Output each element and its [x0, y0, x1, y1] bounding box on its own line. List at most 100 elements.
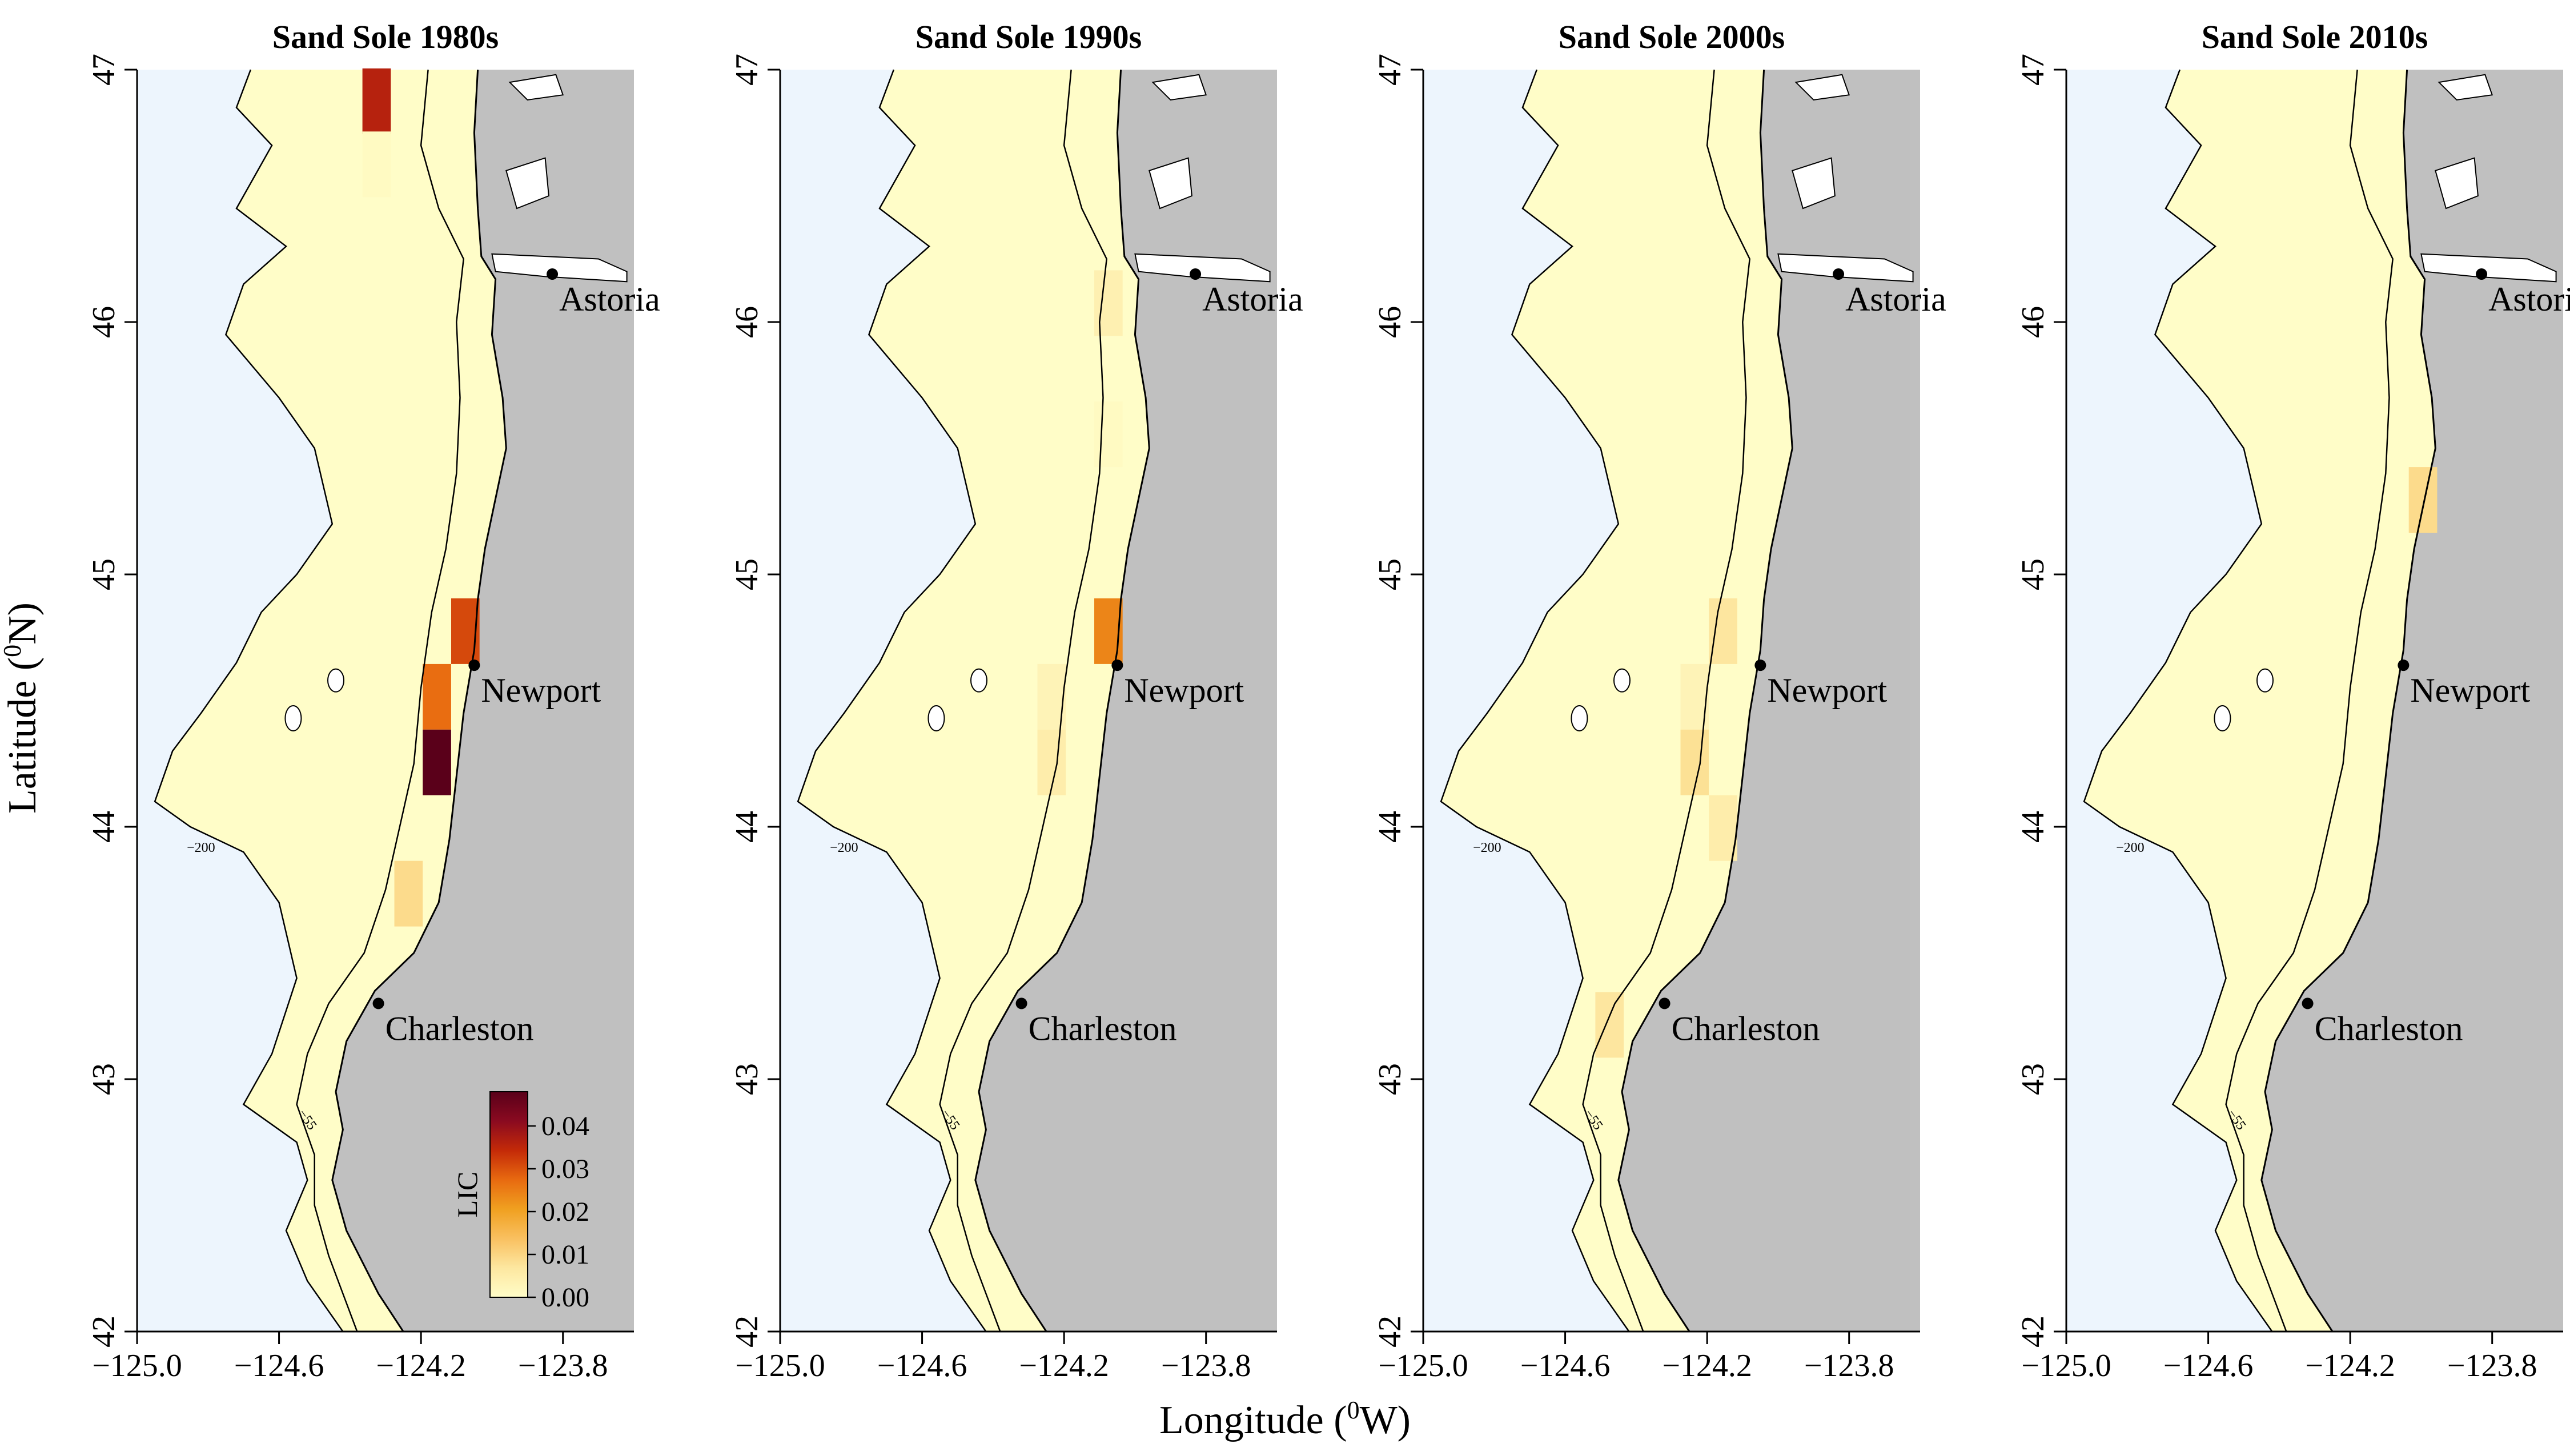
y-tick-label: 47: [1372, 54, 1408, 86]
heatmap-cell: [1709, 795, 1737, 861]
x-tick-label: −125.0: [92, 1348, 182, 1383]
colorbar-tick-label: 0.00: [541, 1282, 589, 1313]
heatmap-cell: [394, 860, 423, 927]
city-label: Astoria: [559, 280, 660, 318]
panel-title: Sand Sole 2000s: [1559, 18, 1785, 55]
island: [1613, 668, 1631, 693]
city-marker: [468, 659, 480, 671]
contour-label-200: −200: [2116, 840, 2145, 855]
x-tick-label: −124.2: [376, 1348, 466, 1383]
land-area: [975, 70, 1277, 1332]
colorbar-ticks: 0.00 0.01 0.02 0.03 0.04: [528, 1111, 589, 1313]
y-tick-label: 44: [86, 811, 122, 843]
coastline: [2260, 69, 2436, 1332]
city-marker: [1111, 659, 1123, 671]
contour-label-200: −200: [187, 840, 215, 855]
contour-label-200: −200: [1473, 840, 1501, 855]
city-label: Charleston: [2315, 1009, 2463, 1047]
y-tick-label: 46: [729, 306, 765, 338]
city-label: Astoria: [1845, 280, 1946, 318]
city-label: Newport: [2410, 671, 2530, 709]
land-area: [332, 70, 634, 1332]
x-tick-label: −123.8: [518, 1348, 608, 1383]
map-panel: −200−55AstoriaNewportCharleston−125.0−12…: [86, 18, 660, 1383]
y-tick-label: 43: [86, 1063, 122, 1095]
contour-200m: [154, 69, 344, 1332]
y-tick-label: 45: [1372, 558, 1408, 590]
island: [970, 668, 987, 693]
x-tick-label: −124.2: [2305, 1348, 2395, 1383]
island: [927, 705, 945, 731]
contour-label-200: −200: [830, 840, 858, 855]
x-tick-label: −123.8: [2447, 1348, 2537, 1383]
city-marker: [547, 268, 559, 280]
x-tick-label: −125.0: [2021, 1348, 2111, 1383]
y-tick-label: 47: [729, 54, 765, 86]
shelf-area: [1441, 70, 1793, 1332]
x-tick-label: −124.6: [234, 1348, 324, 1383]
y-tick-label: 46: [86, 306, 122, 338]
y-tick-label: 46: [2015, 306, 2051, 338]
y-tick-label: 43: [1372, 1063, 1408, 1095]
city-marker: [1754, 659, 1766, 671]
land-area: [2261, 70, 2563, 1332]
city-label: Astoria: [1202, 280, 1303, 318]
colorbar-ramp: [489, 1091, 528, 1298]
y-tick-label: 42: [2015, 1316, 2051, 1348]
city-label: Charleston: [386, 1009, 534, 1047]
x-tick-label: −124.6: [2163, 1348, 2254, 1383]
shelf-area: [2084, 70, 2436, 1332]
y-tick-label: 46: [1372, 306, 1408, 338]
colorbar-tick-label: 0.04: [541, 1111, 589, 1141]
x-tick-label: −124.2: [1662, 1348, 1752, 1383]
city-marker: [1659, 998, 1670, 1009]
city-marker: [1833, 268, 1845, 280]
heatmap-cell: [423, 729, 451, 795]
y-tick-label: 45: [86, 558, 122, 590]
contour-55m: [939, 69, 1107, 1332]
heatmap-cell: [362, 68, 391, 134]
bay: [1149, 157, 1192, 210]
x-tick-label: −125.0: [735, 1348, 825, 1383]
coastline: [1617, 69, 1793, 1332]
contour-55m: [1582, 69, 1750, 1332]
colorbar-tick-label: 0.01: [541, 1240, 589, 1270]
shelf-area: [798, 70, 1150, 1332]
estuary: [2420, 253, 2557, 283]
panel-title: Sand Sole 2010s: [2202, 18, 2428, 55]
heatmap-cell: [362, 131, 391, 198]
map-panel: −200−55AstoriaNewportCharleston−125.0−12…: [1372, 18, 1946, 1383]
heatmap-cell: [1709, 598, 1737, 664]
y-tick-label: 42: [729, 1316, 765, 1348]
city-label: Newport: [1124, 671, 1244, 709]
contour-200m: [2083, 69, 2273, 1332]
island: [284, 705, 302, 731]
y-tick-label: 44: [2015, 811, 2051, 843]
colorbar-tick-label: 0.02: [541, 1197, 589, 1227]
x-tick-label: −124.6: [877, 1348, 967, 1383]
x-tick-label: −123.8: [1161, 1348, 1251, 1383]
city-marker: [1015, 998, 1027, 1009]
city-label: Charleston: [1029, 1009, 1177, 1047]
colorbar-tick-label: 0.03: [541, 1154, 589, 1184]
city-label: Charleston: [1672, 1009, 1820, 1047]
y-tick-label: 42: [86, 1316, 122, 1348]
y-tick-label: 43: [2015, 1063, 2051, 1095]
island: [2214, 705, 2231, 731]
y-tick-label: 45: [729, 558, 765, 590]
estuary: [1134, 253, 1271, 283]
x-tick-label: −124.2: [1019, 1348, 1109, 1383]
island: [2256, 668, 2274, 693]
contour-200m: [797, 69, 987, 1332]
city-marker: [372, 998, 384, 1009]
y-tick-label: 47: [86, 54, 122, 86]
land-area: [1618, 70, 1920, 1332]
heatmap-cell: [2408, 467, 2438, 533]
bay: [1794, 74, 1850, 101]
island: [327, 668, 344, 693]
panel-title: Sand Sole 1990s: [915, 18, 1142, 55]
contour-55m: [2225, 69, 2394, 1332]
island: [1571, 705, 1588, 731]
